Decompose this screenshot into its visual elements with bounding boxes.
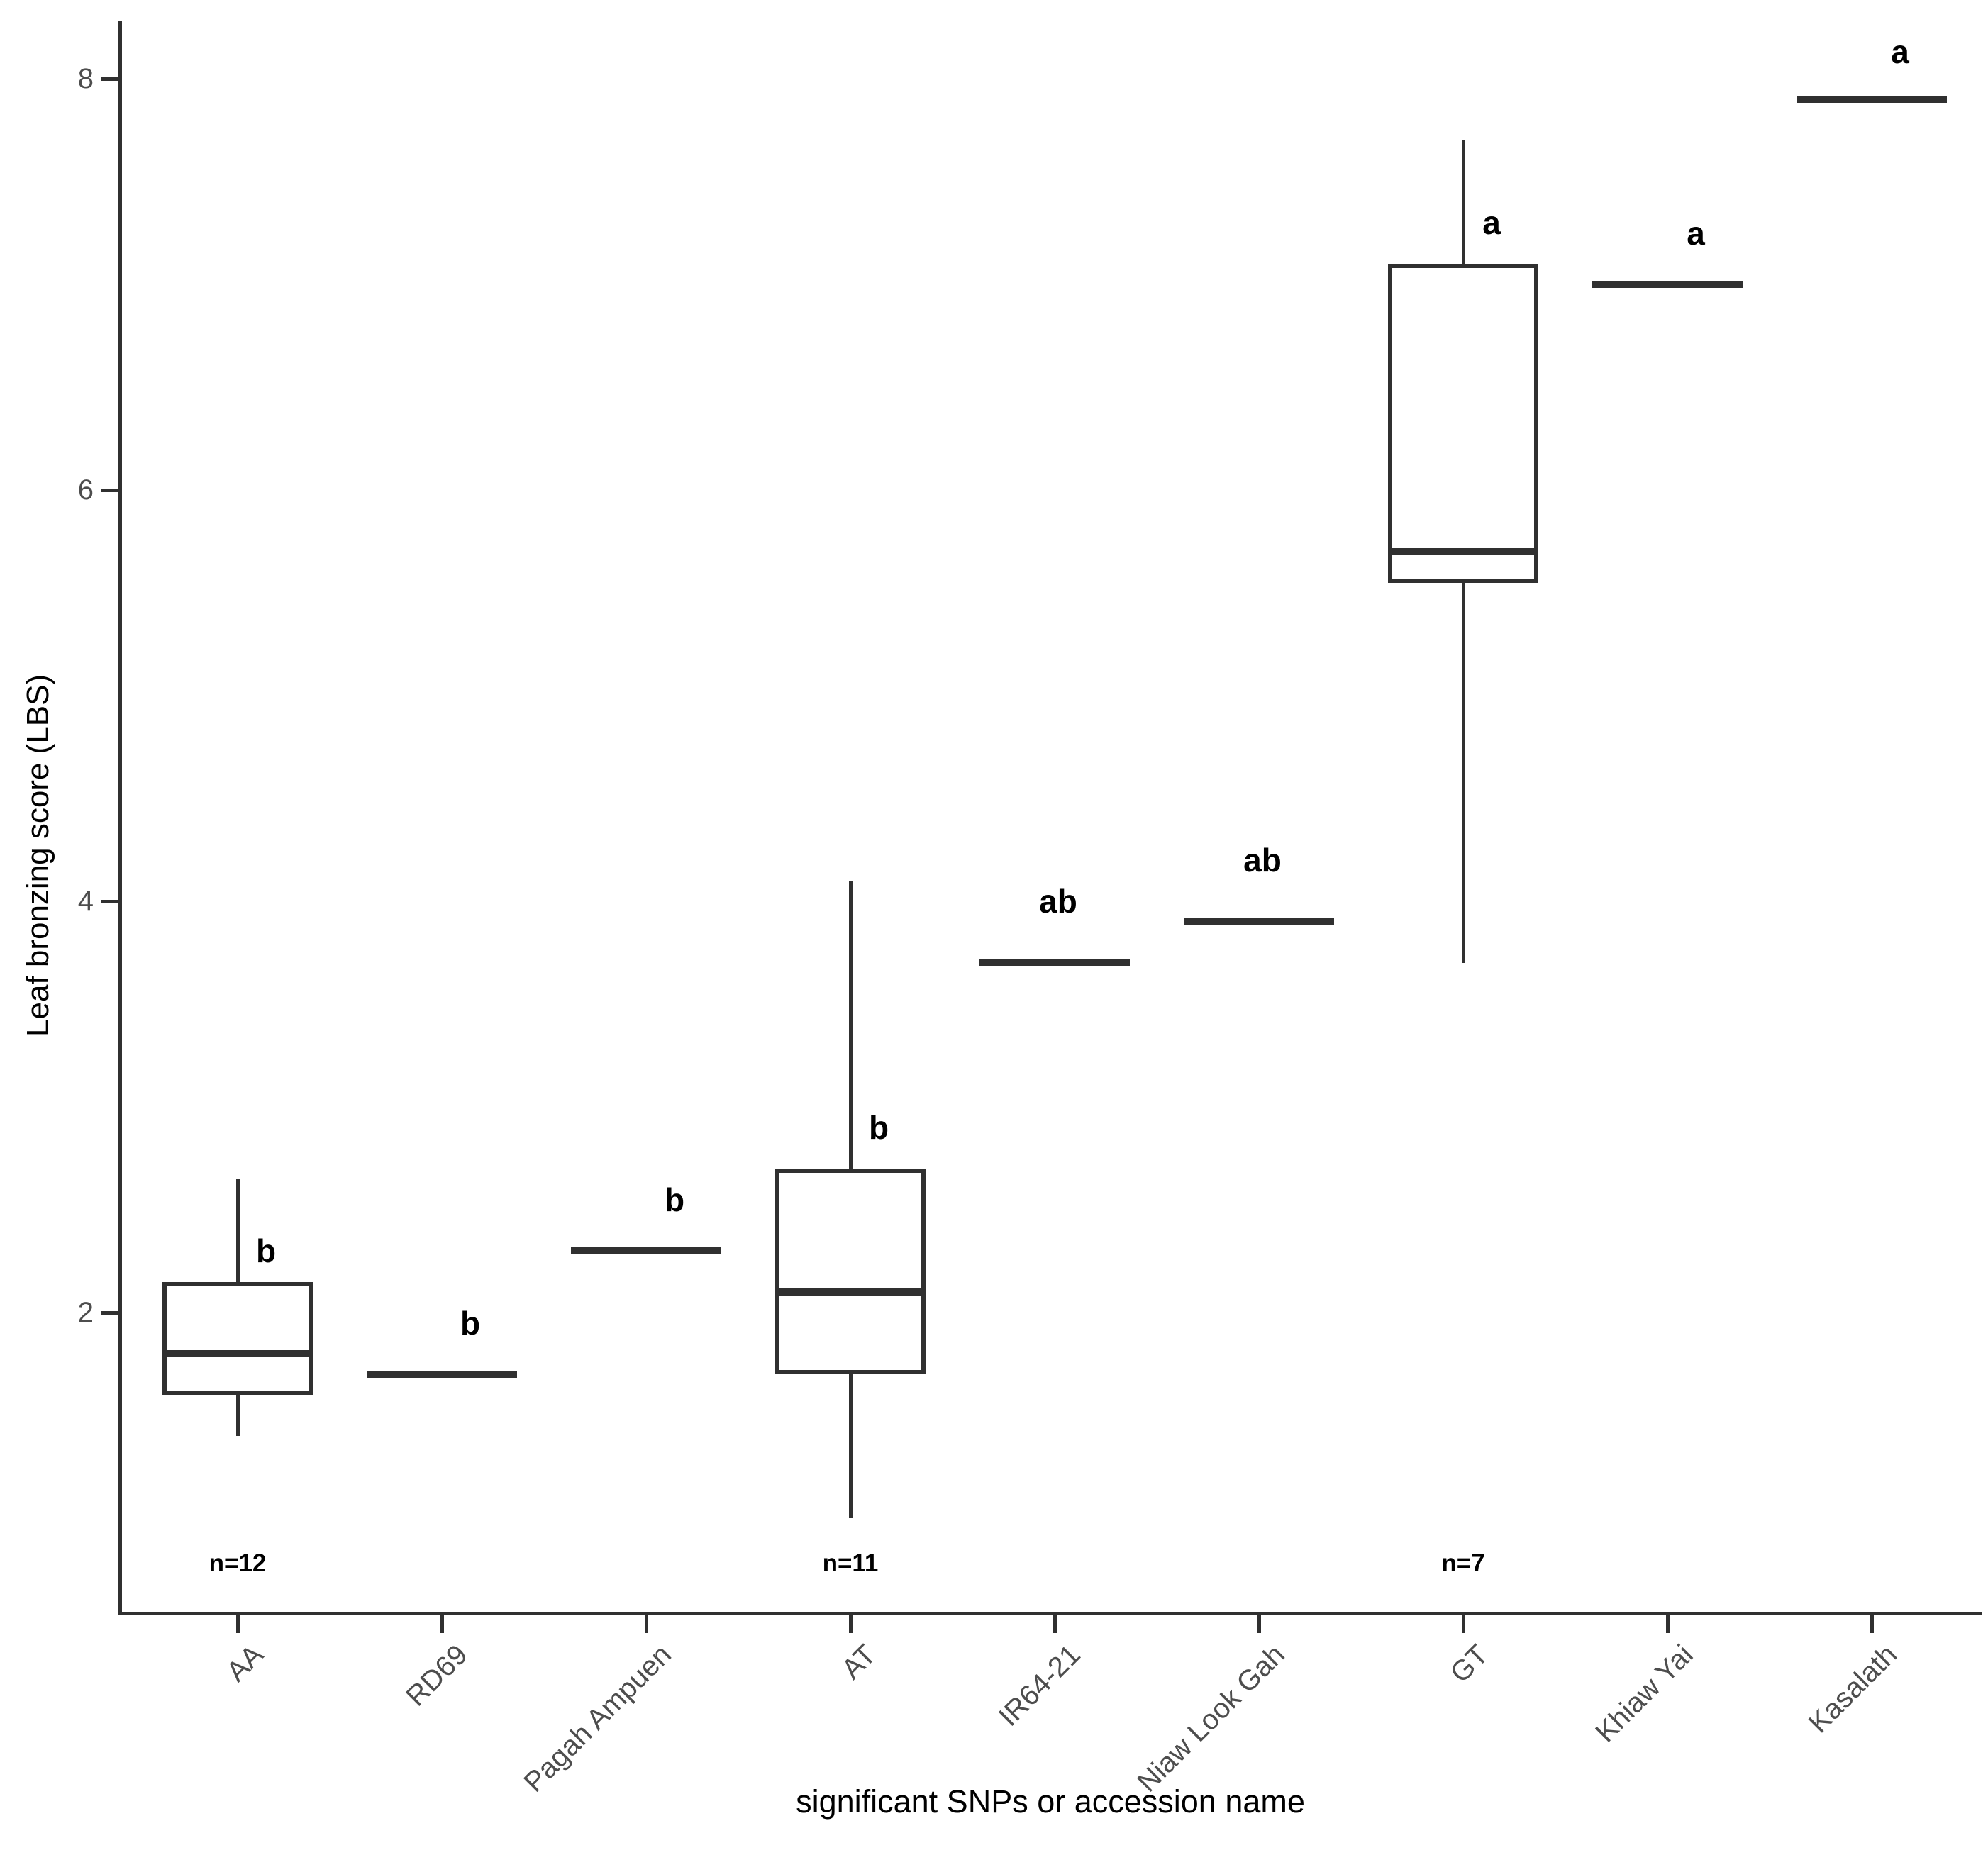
x-tick-at bbox=[849, 1615, 853, 1633]
x-tick-label-gt: GT bbox=[1445, 1639, 1495, 1689]
y-tick-2 bbox=[101, 1311, 118, 1315]
median-khiaw-yai bbox=[1592, 281, 1743, 288]
box-gt bbox=[1388, 264, 1538, 583]
significance-letter-niaw-look-gah: ab bbox=[1243, 842, 1282, 879]
significance-letter-pagah-ampuen: b bbox=[664, 1181, 685, 1218]
upper-whisker-aa bbox=[236, 1179, 240, 1282]
y-tick-6 bbox=[101, 489, 118, 492]
x-tick-label-pagah-ampuen: Pagah Ampuen bbox=[518, 1639, 678, 1798]
box-at bbox=[775, 1169, 926, 1374]
median-aa bbox=[162, 1350, 313, 1357]
significance-letter-khiaw-yai: a bbox=[1687, 215, 1705, 252]
x-axis-line bbox=[118, 1612, 1982, 1615]
x-tick-rd69 bbox=[440, 1615, 444, 1633]
y-axis-line bbox=[118, 21, 122, 1615]
x-tick-label-ir64-21: IR64-21 bbox=[992, 1639, 1087, 1733]
x-axis-title: significant SNPs or accession name bbox=[796, 1783, 1305, 1820]
y-tick-label-2: 2 bbox=[77, 1297, 94, 1328]
y-axis-title: Leaf bronzing score (LBS) bbox=[21, 674, 55, 1037]
significance-letter-gt: a bbox=[1482, 204, 1501, 241]
significance-letter-kasalath: a bbox=[1891, 33, 1909, 70]
median-kasalath bbox=[1797, 96, 1947, 103]
lower-whisker-aa bbox=[236, 1395, 240, 1436]
lower-whisker-gt bbox=[1462, 583, 1465, 963]
sample-size-label-gt: n=7 bbox=[1441, 1549, 1485, 1577]
median-pagah-ampuen bbox=[571, 1247, 721, 1254]
y-tick-label-4: 4 bbox=[77, 886, 94, 917]
x-tick-kasalath bbox=[1870, 1615, 1874, 1633]
x-tick-label-at: AT bbox=[835, 1639, 882, 1686]
median-niaw-look-gah bbox=[1184, 918, 1334, 925]
median-rd69 bbox=[367, 1371, 517, 1378]
y-tick-label-6: 6 bbox=[77, 474, 94, 506]
sample-size-label-aa: n=12 bbox=[209, 1549, 267, 1577]
x-tick-khiaw-yai bbox=[1666, 1615, 1670, 1633]
x-tick-label-niaw-look-gah: Niaw Look Gah bbox=[1131, 1639, 1291, 1798]
x-tick-label-aa: AA bbox=[220, 1639, 270, 1688]
sample-size-label-at: n=11 bbox=[822, 1549, 879, 1577]
x-tick-aa bbox=[236, 1615, 240, 1633]
x-tick-pagah-ampuen bbox=[645, 1615, 648, 1633]
x-tick-ir64-21 bbox=[1053, 1615, 1057, 1633]
y-tick-8 bbox=[101, 77, 118, 81]
lower-whisker-at bbox=[849, 1374, 853, 1518]
x-tick-label-khiaw-yai: Khiaw Yai bbox=[1589, 1639, 1699, 1749]
median-gt bbox=[1388, 548, 1538, 555]
box-aa bbox=[162, 1282, 313, 1395]
median-at bbox=[775, 1288, 926, 1296]
y-tick-4 bbox=[101, 900, 118, 903]
significance-letter-aa: b bbox=[255, 1232, 277, 1269]
significance-letter-at: b bbox=[868, 1109, 889, 1146]
median-ir64-21 bbox=[979, 959, 1130, 966]
upper-whisker-gt bbox=[1462, 140, 1465, 264]
x-tick-label-rd69: RD69 bbox=[399, 1639, 474, 1712]
significance-letter-ir64-21: ab bbox=[1039, 883, 1077, 920]
plot-area: 2 4 6 8 AA RD69 Pagah Ampuen AT IR64-21 Niaw Look… bbox=[78, 21, 1982, 1798]
x-tick-label-kasalath: Kasalath bbox=[1803, 1639, 1904, 1739]
y-tick-label-8: 8 bbox=[77, 63, 94, 94]
significance-letter-rd69: b bbox=[460, 1305, 481, 1342]
x-tick-gt bbox=[1462, 1615, 1465, 1633]
x-tick-niaw-look-gah bbox=[1257, 1615, 1261, 1633]
upper-whisker-at bbox=[849, 881, 853, 1169]
